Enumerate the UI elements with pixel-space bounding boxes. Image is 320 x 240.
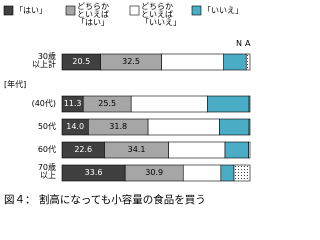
bar-segment <box>147 118 220 136</box>
legend-label: 「はい」 <box>15 6 47 15</box>
chart-canvas <box>3 5 251 182</box>
bar-segment <box>245 53 251 71</box>
legend-label: 「いいえ」 <box>203 6 243 15</box>
value-label: 25.5 <box>98 99 117 108</box>
category-label: 70歳 以上 <box>37 163 56 180</box>
chart: 図４： 割高になっても小容量の食品を買う 「はい」 どちらか といえば 「はい」 ど… <box>3 2 254 206</box>
category-label: (40代) <box>31 99 56 108</box>
bar-segment <box>248 95 251 113</box>
value-label: 14.0 <box>66 122 85 131</box>
caption: 図４： 割高になっても小容量の食品を買う <box>4 194 206 206</box>
bar-segment <box>219 118 250 136</box>
value-label: 34.1 <box>127 145 146 154</box>
value-label: 31.8 <box>109 122 128 131</box>
legend-swatch <box>191 5 202 16</box>
category-label: 30歳 以上計 <box>32 52 56 69</box>
group-label: [年代] <box>4 80 27 89</box>
legend-swatch <box>65 5 76 16</box>
bar-segment <box>224 141 249 159</box>
bar-segment <box>207 95 250 113</box>
bar-segment <box>168 141 226 159</box>
category-label: 60代 <box>37 145 56 154</box>
legend-label: どちらか といえば 「いいえ」 <box>141 2 181 27</box>
value-label: 11.3 <box>63 99 82 108</box>
value-label: 20.5 <box>72 57 91 66</box>
bar-segment <box>130 95 208 113</box>
legend-swatch <box>3 5 14 16</box>
value-label: 22.6 <box>74 145 93 154</box>
value-label: 32.5 <box>122 57 140 66</box>
legend-swatch <box>129 5 140 16</box>
bar-segment <box>223 53 247 71</box>
value-label: 30.9 <box>145 168 164 177</box>
bar-segment <box>233 164 251 182</box>
bar-segment <box>161 53 224 71</box>
bar-segment <box>182 164 222 182</box>
legend-label: NA <box>236 39 254 48</box>
bar-segment <box>248 141 251 159</box>
bar-segment <box>220 164 235 182</box>
bar-segment <box>248 118 251 136</box>
value-label: 33.6 <box>84 168 103 177</box>
category-label: 50代 <box>37 122 56 131</box>
legend-label: どちらか といえば 「はい」 <box>77 2 109 27</box>
